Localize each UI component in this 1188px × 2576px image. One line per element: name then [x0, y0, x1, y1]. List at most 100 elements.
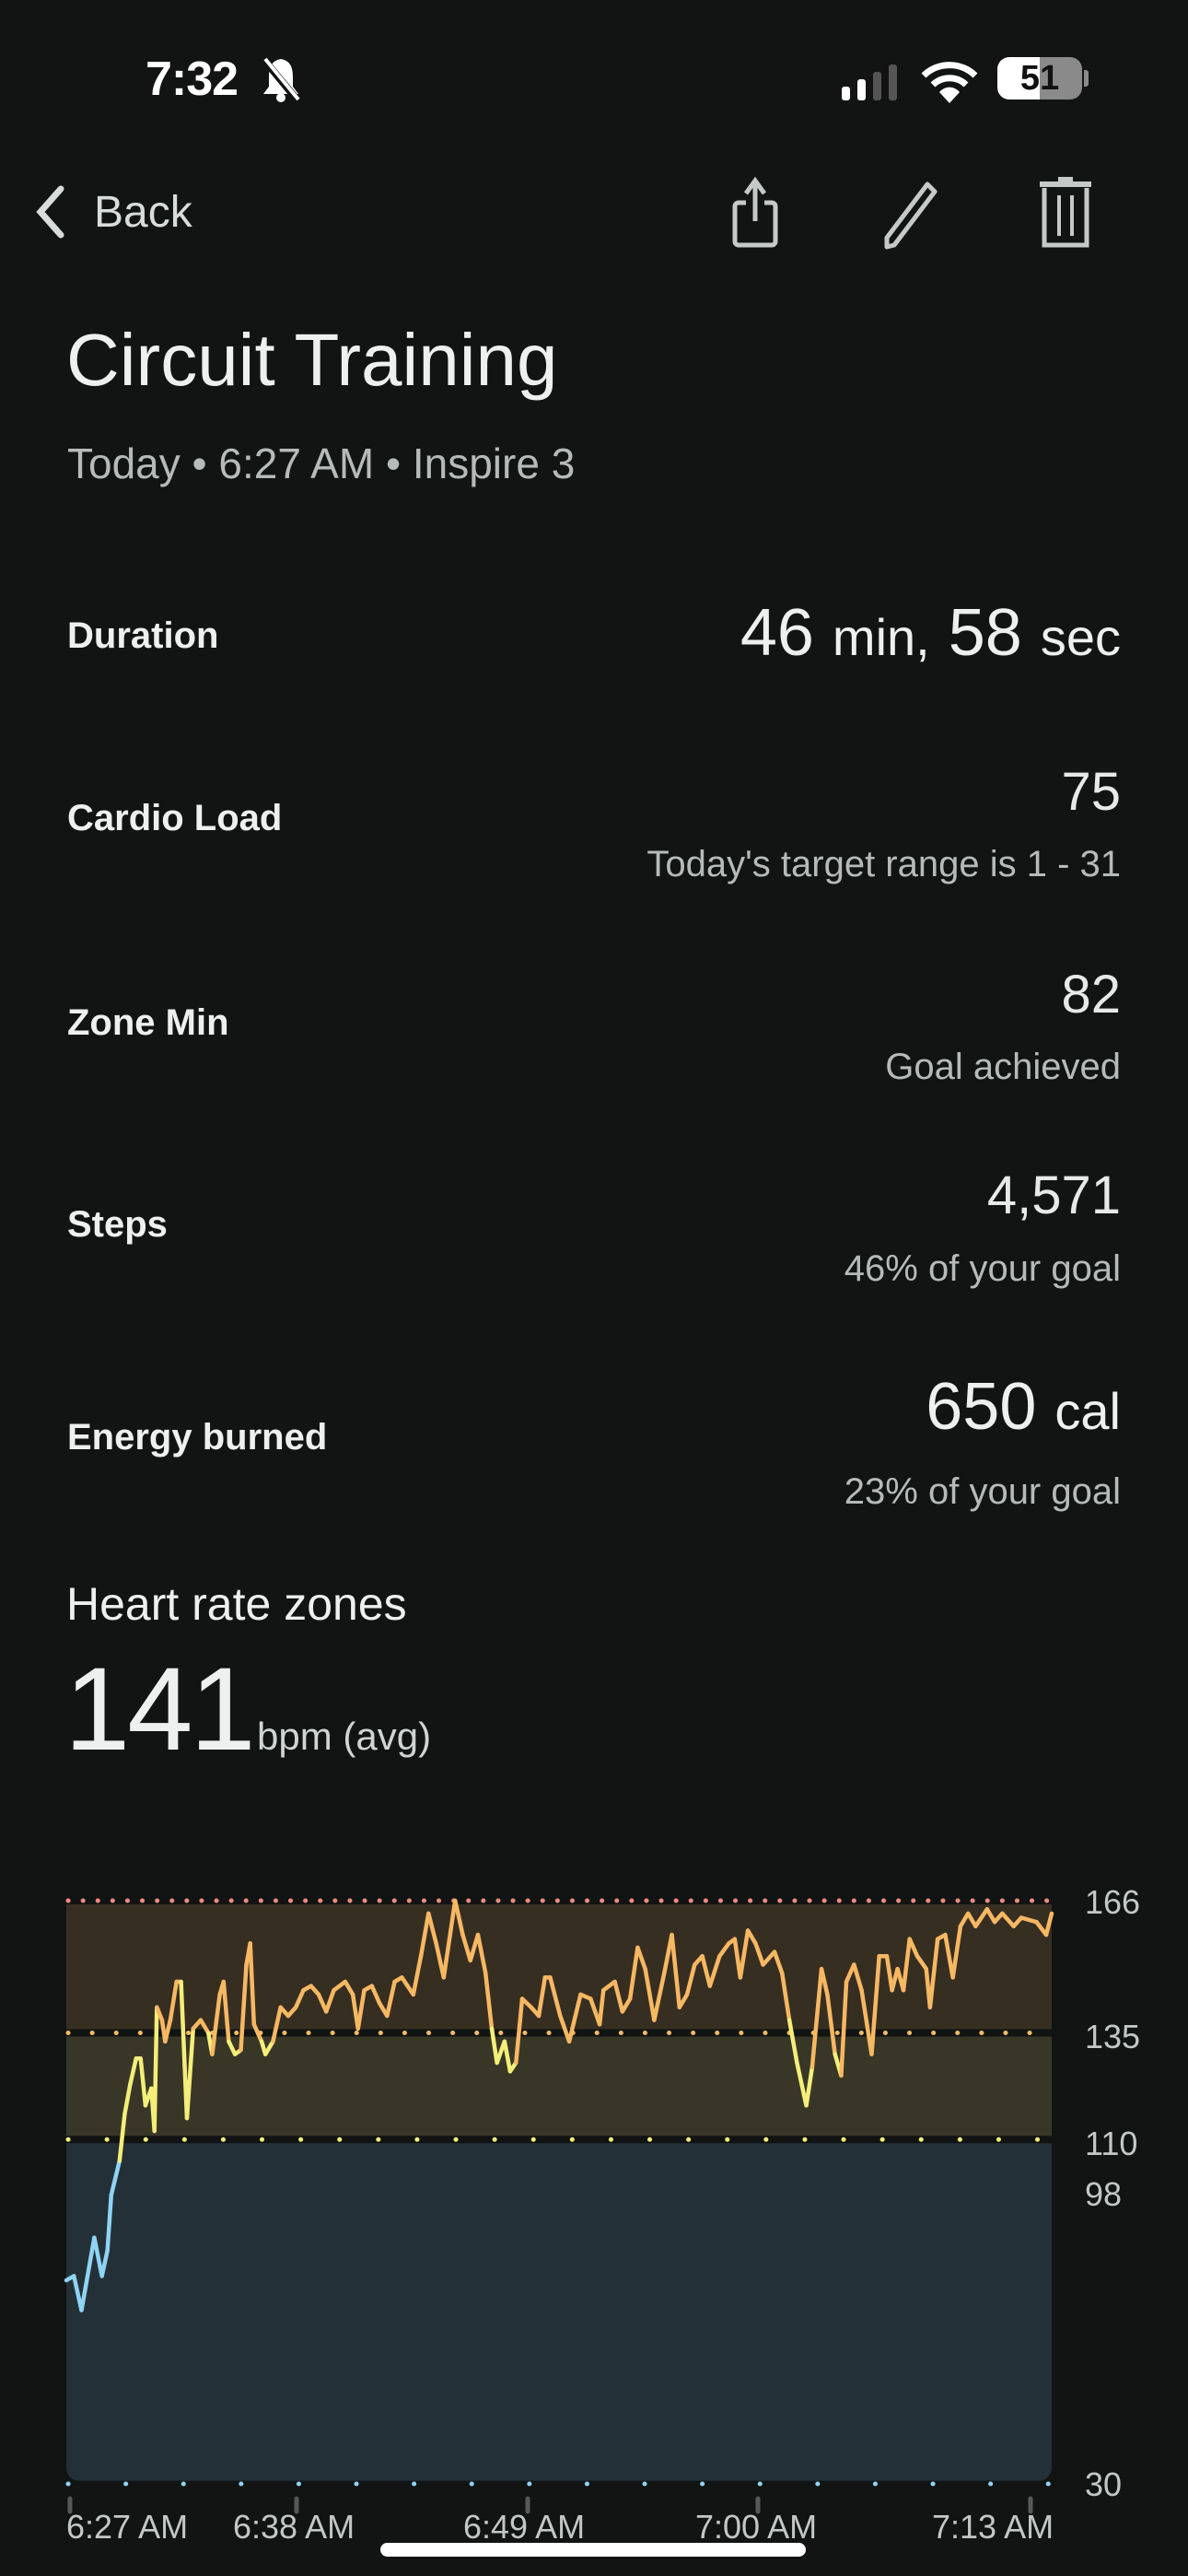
heart-rate-segment — [452, 1898, 465, 1938]
heart-rate-segment — [597, 1987, 606, 2027]
heart-rate-segment — [869, 1953, 881, 2056]
zone-min-status: Goal achieved — [885, 1047, 1121, 1087]
pencil-icon[interactable] — [879, 177, 944, 251]
heart-rate-segment — [927, 1937, 940, 2009]
heart-rate-segment — [558, 2013, 572, 2044]
heart-rate-segment — [332, 1979, 348, 1993]
energy-unit: cal — [1054, 1382, 1121, 1440]
cardio-load-value: 75 — [1061, 762, 1121, 822]
y-tick-label: 110 — [1085, 2125, 1138, 2162]
heart-rate-segment — [441, 1898, 458, 1980]
heart-rate-segment — [426, 1911, 438, 1946]
heart-rate-segment — [786, 2018, 799, 2066]
heart-rate-segment — [1019, 1915, 1039, 1925]
heart-rate-segment — [707, 1953, 722, 1988]
heart-rate-segment — [907, 1937, 920, 1959]
heart-rate-segment — [323, 1987, 336, 2014]
heart-rate-segment — [745, 1928, 758, 1946]
heart-rate-segment — [1043, 1911, 1054, 1938]
heart-rate-segment — [489, 2026, 499, 2066]
steps-goal: 46% of your goal — [844, 1248, 1121, 1289]
heart-rate-segment — [483, 1971, 495, 2032]
heart-rate-segment — [780, 1971, 792, 2022]
heart-rate-segment — [1000, 1911, 1016, 1929]
heart-rate-segment — [943, 1932, 955, 1980]
heart-rate-segment — [839, 1979, 849, 2078]
heart-rate-segment — [677, 1992, 690, 2009]
heart-rate-segment — [809, 1966, 824, 2069]
heart-rate-segment — [514, 1996, 525, 2066]
heart-rate-segment — [652, 1971, 667, 2022]
battery-icon: 51 — [997, 57, 1082, 100]
duration-min-unit: min, — [832, 608, 930, 666]
y-tick-label: 166 — [1085, 1883, 1141, 1921]
signal-icon — [842, 64, 897, 100]
heart-rate-segment — [168, 1979, 179, 2022]
battery-level: 51 — [1019, 59, 1060, 98]
trash-icon[interactable] — [1036, 175, 1095, 249]
heart-rate-segment — [958, 1911, 971, 1929]
heart-rate-segment — [670, 1932, 682, 2009]
below-zone-band-top — [66, 2139, 1052, 2159]
steps-value: 4,571 — [986, 1165, 1121, 1225]
heart-rate-segment — [819, 1966, 830, 1997]
heart-rate-segment — [643, 1966, 657, 2022]
heart-rate-segment — [635, 1945, 647, 1972]
heart-rate-segment — [122, 2081, 133, 2116]
heart-rate-segment — [105, 2193, 114, 2253]
average-heart-rate: 141 bpm (avg) — [64, 1642, 431, 1777]
duration-label: Duration — [67, 615, 219, 656]
energy-value: 650 cal — [926, 1369, 1121, 1445]
energy-label: Energy burned — [67, 1417, 328, 1458]
heart-rate-segment — [262, 2039, 275, 2056]
heart-rate-segment — [418, 1911, 431, 1959]
heart-rate-segment — [72, 2274, 84, 2313]
heart-rate-segment — [901, 1937, 912, 1993]
heart-rate-segment — [152, 2005, 159, 2134]
duration-sec-unit: sec — [1040, 608, 1121, 666]
chevron-left-icon — [36, 185, 64, 239]
heart-rate-segment — [239, 1962, 249, 2053]
heart-rate-segment — [369, 1984, 382, 2006]
heart-rate-segment — [251, 2022, 264, 2044]
y-tick-label: 98 — [1085, 2175, 1123, 2213]
cardio-load-target: Today's target range is 1 - 31 — [646, 844, 1121, 884]
x-tick-label: 7:13 AM — [932, 2508, 1054, 2546]
heart-rate-segment — [984, 1907, 997, 1925]
heart-rate-segment — [385, 1979, 397, 2019]
heart-rate-segment — [795, 2060, 809, 2108]
heart-rate-segment — [355, 1987, 367, 2032]
home-indicator[interactable] — [380, 2543, 806, 2557]
heart-rate-segment — [536, 1975, 548, 2019]
heart-rate-segment — [859, 1987, 874, 2056]
energy-goal: 23% of your goal — [844, 1471, 1121, 1512]
avg-bpm-value: 141 — [64, 1644, 256, 1775]
heart-rate-segment — [128, 2056, 139, 2087]
heart-rate-segment — [210, 1992, 222, 2056]
heart-rate-segment — [316, 1992, 329, 2014]
heart-rate-segment — [138, 2056, 148, 2108]
heart-rate-segment — [343, 1979, 355, 1997]
heart-rate-segment — [753, 1941, 765, 1967]
y-tick-label: 135 — [1085, 2018, 1141, 2055]
energy-number: 650 — [926, 1370, 1037, 1444]
x-tick-label: 6:49 AM — [463, 2508, 586, 2546]
y-tick-label: 30 — [1085, 2465, 1123, 2503]
heart-rate-segment — [761, 1950, 777, 1967]
heart-rate-segment — [227, 2039, 238, 2056]
heart-rate-segment — [293, 1987, 306, 2009]
heart-rate-segment — [965, 1911, 978, 1929]
zone-min-label: Zone Min — [67, 1002, 229, 1043]
heart-rate-segment — [738, 1928, 751, 1980]
heart-rate-segment — [772, 1950, 785, 1975]
share-icon[interactable] — [728, 175, 783, 249]
status-time: 7:32 — [146, 53, 239, 106]
x-tick-label: 6:27 AM — [66, 2508, 189, 2546]
back-button[interactable]: Back — [28, 175, 192, 249]
x-tick-label: 6:38 AM — [233, 2508, 355, 2546]
heart-rate-segment — [548, 1975, 563, 2019]
wifi-icon — [921, 62, 978, 103]
heart-rate-heading: Heart rate zones — [66, 1578, 407, 1630]
heart-rate-segment — [109, 2159, 122, 2197]
